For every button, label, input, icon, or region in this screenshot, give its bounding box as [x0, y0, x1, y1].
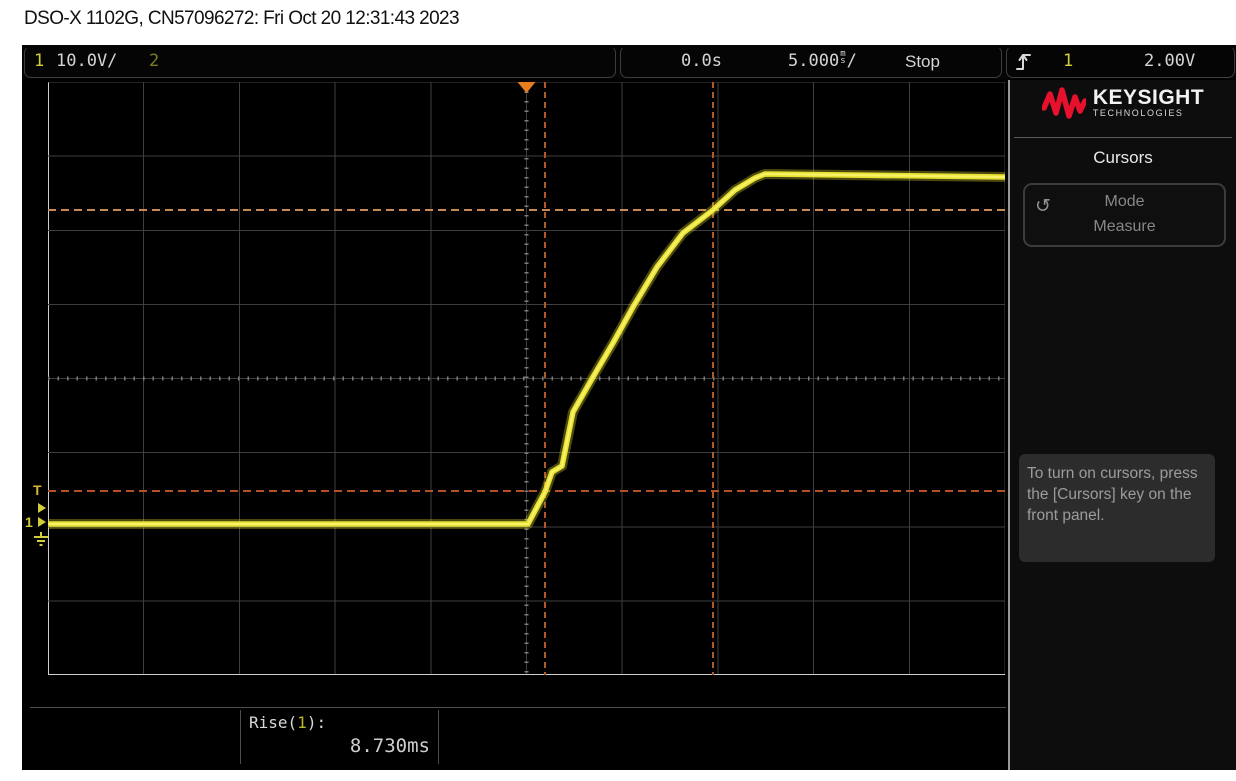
measurement-cell-divider	[438, 710, 439, 764]
measurement-label: Rise(1):	[249, 713, 327, 732]
rising-edge-trigger-icon	[1016, 54, 1031, 70]
trigger-source[interactable]: 1	[1063, 51, 1074, 71]
status-bar: 1 10.0V/ 2 0.0s 5.000 m s / Stop 1 2.00V	[22, 45, 1236, 79]
timebase-value[interactable]: 5.000 m s /	[788, 45, 857, 78]
rotate-knob-icon: ↺	[1035, 195, 1051, 217]
keysight-waveform-logo-mark	[1041, 87, 1086, 119]
waveform-display	[48, 82, 1005, 675]
mode-measure-softkey[interactable]: ↺ Mode Measure	[1023, 183, 1226, 247]
trigger-level-value[interactable]: 2.00V	[1144, 51, 1196, 71]
oscilloscope-screen: 1 10.0V/ 2 0.0s 5.000 m s / Stop 1 2.00V T …	[22, 45, 1236, 770]
measurement-value: 8.730ms	[349, 735, 430, 757]
timebase-slash: /	[846, 51, 857, 71]
softkey-sidebar: KEYSIGHT TECHNOLOGIES Cursors ↺ Mode Mea…	[1008, 80, 1236, 770]
channel1-indicator[interactable]: 1	[34, 51, 45, 71]
measurement-bar: Rise(1): 8.730ms	[30, 707, 1006, 766]
trigger-position-triangle-icon	[517, 82, 536, 93]
trigger-level-marker[interactable]: T	[33, 482, 42, 498]
trigger-level-arrow-icon	[38, 503, 46, 513]
mode-button-line2: Measure	[1093, 218, 1156, 235]
channel1-scale[interactable]: 10.0V/	[56, 51, 118, 71]
channel2-indicator[interactable]: 2	[149, 51, 160, 71]
menu-title: Cursors	[1093, 148, 1153, 167]
page-title: DSO-X 1102G, CN57096272: Fri Oct 20 12:3…	[24, 8, 460, 29]
channel1-arrow-icon	[38, 517, 46, 527]
mode-button-line1: Mode	[1104, 193, 1145, 210]
logo-brand-subtext: TECHNOLOGIES	[1092, 108, 1184, 118]
keysight-logo: KEYSIGHT TECHNOLOGIES	[1010, 86, 1236, 120]
sidebar-divider	[1014, 137, 1232, 138]
timebase-number: 5.000	[788, 51, 840, 71]
channel1-reference-marker[interactable]: 1	[25, 514, 33, 530]
channel1-ground-icon	[34, 532, 48, 546]
channel-status-box	[24, 46, 616, 78]
cursors-info-message: To turn on cursors, press the [Cursors] …	[1019, 454, 1215, 562]
run-stop-state[interactable]: Stop	[905, 52, 940, 71]
measurement-cell-divider	[240, 710, 241, 764]
timebase-status-box	[620, 46, 1002, 78]
horizontal-delay-value[interactable]: 0.0s	[681, 51, 722, 71]
logo-brand-text: KEYSIGHT	[1092, 86, 1205, 109]
trigger-status-box	[1006, 46, 1235, 78]
